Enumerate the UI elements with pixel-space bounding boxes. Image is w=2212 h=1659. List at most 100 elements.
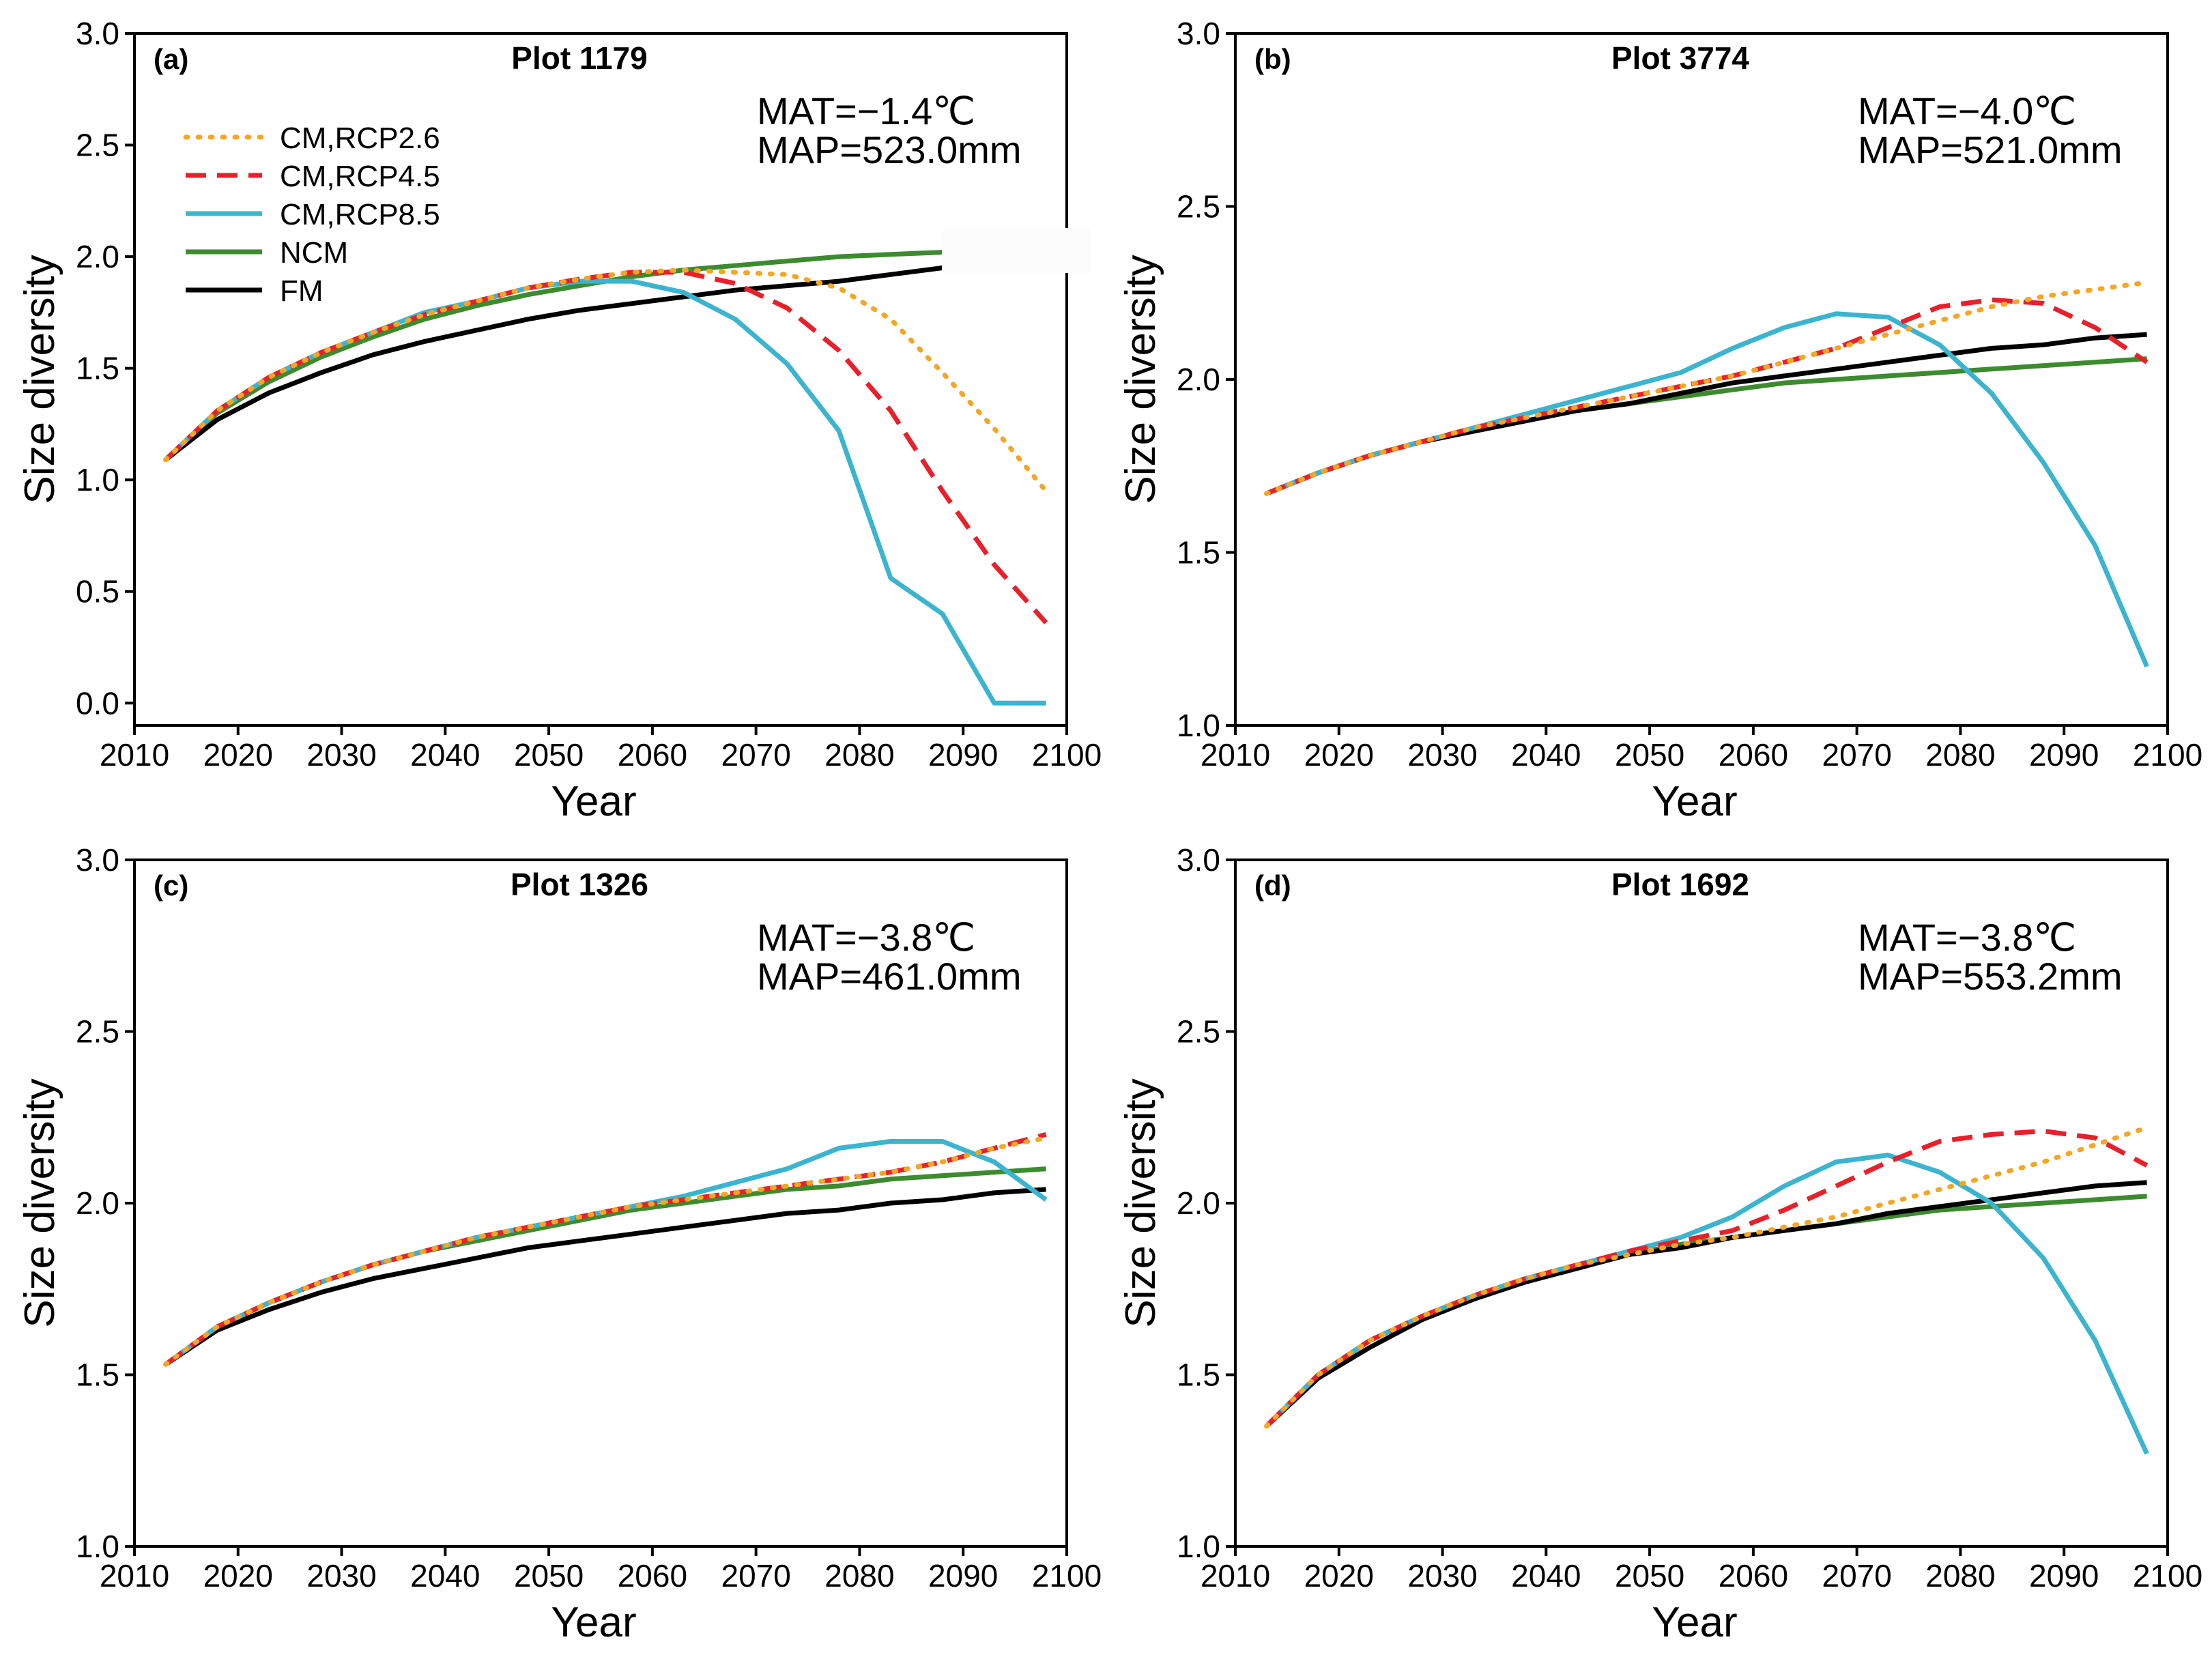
x-tick-label: 2020 (1304, 1558, 1374, 1593)
x-tick-label: 2090 (928, 1558, 998, 1593)
series-line-rcp45 (1265, 297, 2149, 496)
legend-item-fm: FM (186, 274, 324, 308)
series-line-rcp85 (1265, 311, 2149, 668)
x-tick-label: 2080 (1925, 1558, 1995, 1593)
y-tick-label: 2.0 (1177, 1185, 1220, 1221)
series-line-rcp85 (164, 1139, 1048, 1367)
map-annotation: MAP=553.2mm (1858, 955, 2123, 998)
legend-item-rcp85: CM,RCP8.5 (186, 198, 440, 231)
y-tick-label: 2.5 (1177, 189, 1220, 225)
y-tick-label: 2.0 (76, 1185, 119, 1221)
map-annotation: MAP=523.0mm (757, 128, 1022, 171)
x-tick-label: 2040 (1511, 1558, 1581, 1593)
legend-label: CM,RCP4.5 (280, 160, 440, 193)
plot-frame (133, 32, 1068, 727)
map-annotation: MAP=521.0mm (1858, 128, 2123, 171)
y-tick-label: 1.5 (76, 351, 119, 386)
x-tick-label: 2040 (1511, 737, 1581, 773)
y-axis-label: Size diversity (16, 1078, 63, 1327)
y-tick-label: 0.5 (76, 574, 119, 609)
x-tick-label: 2030 (306, 1558, 376, 1593)
series-line-rcp45 (1265, 1128, 2149, 1428)
x-axis-label: Year (1652, 1599, 1737, 1646)
panel-letter: (c) (154, 869, 188, 901)
y-tick-label: 3.0 (1177, 842, 1220, 878)
panel-a: 2010 2020 2030 2040 2050 2060 2070 2080 2090 2100… (16, 16, 1102, 825)
y-tick-label: 3.0 (76, 16, 119, 51)
x-tick-label: 2030 (306, 737, 376, 773)
x-axis-label: Year (551, 778, 636, 825)
x-tick-label: 2080 (1925, 737, 1995, 773)
x-tick-label: 2060 (1719, 1558, 1788, 1593)
x-tick-label: 2040 (410, 737, 480, 773)
legend-label: CM,RCP8.5 (280, 198, 440, 231)
y-axis-label: Size diversity (16, 255, 63, 504)
y-tick-label: 2.5 (76, 1014, 119, 1050)
panel-title: Plot 3774 (1611, 40, 1749, 76)
x-tick-label: 2020 (203, 1558, 273, 1593)
series-line-rcp85 (164, 278, 1046, 706)
y-tick-label: 2.0 (76, 239, 119, 274)
y-tick-label: 2.5 (76, 128, 119, 163)
x-tick-label: 2090 (2029, 1558, 2099, 1593)
panel-c: 2010 2020 2030 2040 2050 2060 2070 2080 2090 2100… (16, 842, 1102, 1646)
legend: CM,RCP2.6 CM,RCP4.5 CM,RCP8.5 NCM FM (183, 121, 440, 308)
white-overlay-box (942, 228, 1091, 273)
y-tick-label: 3.0 (76, 842, 119, 878)
x-tick-label: 2030 (1407, 737, 1477, 773)
x-tick-label: 2050 (1615, 737, 1684, 773)
x-tick-label: 2070 (721, 1558, 790, 1593)
x-tick-label: 2090 (928, 737, 998, 773)
series-line-rcp26 (163, 1135, 1049, 1367)
y-tick-label: 1.0 (1177, 708, 1220, 743)
x-tick-label: 2060 (1719, 737, 1788, 773)
panel-letter: (d) (1254, 869, 1291, 901)
x-tick-label: 2050 (514, 737, 584, 773)
mat-annotation: MAT=−4.0℃ (1858, 89, 2076, 132)
y-tick-label: 1.0 (1177, 1529, 1220, 1564)
x-tick-label: 2100 (2133, 1558, 2202, 1593)
series-line-rcp26 (1264, 280, 2150, 496)
legend-item-ncm: NCM (186, 236, 348, 270)
y-tick-label: 1.5 (1177, 535, 1220, 571)
series-line-ncm (164, 1166, 1046, 1367)
panel-letter: (b) (1254, 43, 1291, 75)
x-tick-label: 2070 (1822, 737, 1891, 773)
x-tick-label: 2050 (514, 1558, 584, 1593)
series-line-ncm (164, 250, 943, 462)
panel-letter: (a) (154, 43, 188, 75)
y-tick-label: 0.0 (76, 685, 119, 721)
x-tick-label: 2080 (824, 737, 894, 773)
mat-annotation: MAT=−1.4℃ (757, 89, 975, 132)
x-tick-label: 2100 (2133, 737, 2202, 773)
x-axis-label: Year (1652, 778, 1737, 825)
x-tick-label: 2070 (721, 737, 790, 773)
panel-d: 2010 2020 2030 2040 2050 2060 2070 2080 2090 2100… (1117, 842, 2202, 1646)
series-line-fm (164, 1187, 1046, 1367)
x-tick-label: 2040 (410, 1558, 480, 1593)
x-tick-label: 2050 (1615, 1558, 1684, 1593)
x-tick-label: 2070 (1822, 1558, 1891, 1593)
x-axis-label: Year (551, 1599, 636, 1646)
y-axis-label: Size diversity (1117, 1078, 1164, 1327)
x-tick-label: 2060 (618, 737, 687, 773)
y-tick-label: 2.5 (1177, 1014, 1220, 1050)
x-tick-label: 2060 (618, 1558, 687, 1593)
y-axis-label: Size diversity (1117, 255, 1164, 504)
x-tick-label: 2030 (1407, 1558, 1477, 1593)
series-line-rcp45 (164, 1132, 1047, 1367)
series-line-rcp26 (1264, 1125, 2150, 1429)
series-line-rcp85 (1265, 1153, 2149, 1455)
x-tick-label: 2010 (100, 1558, 169, 1593)
panel-title: Plot 1179 (511, 40, 647, 76)
x-tick-label: 2080 (824, 1558, 894, 1593)
x-tick-label: 2100 (1032, 1558, 1102, 1593)
x-tick-label: 2010 (100, 737, 169, 773)
y-tick-label: 1.0 (76, 1529, 119, 1564)
map-annotation: MAP=461.0mm (757, 955, 1022, 998)
x-tick-label: 2090 (2029, 737, 2099, 773)
y-tick-label: 1.5 (76, 1357, 119, 1393)
legend-label: NCM (280, 236, 348, 270)
